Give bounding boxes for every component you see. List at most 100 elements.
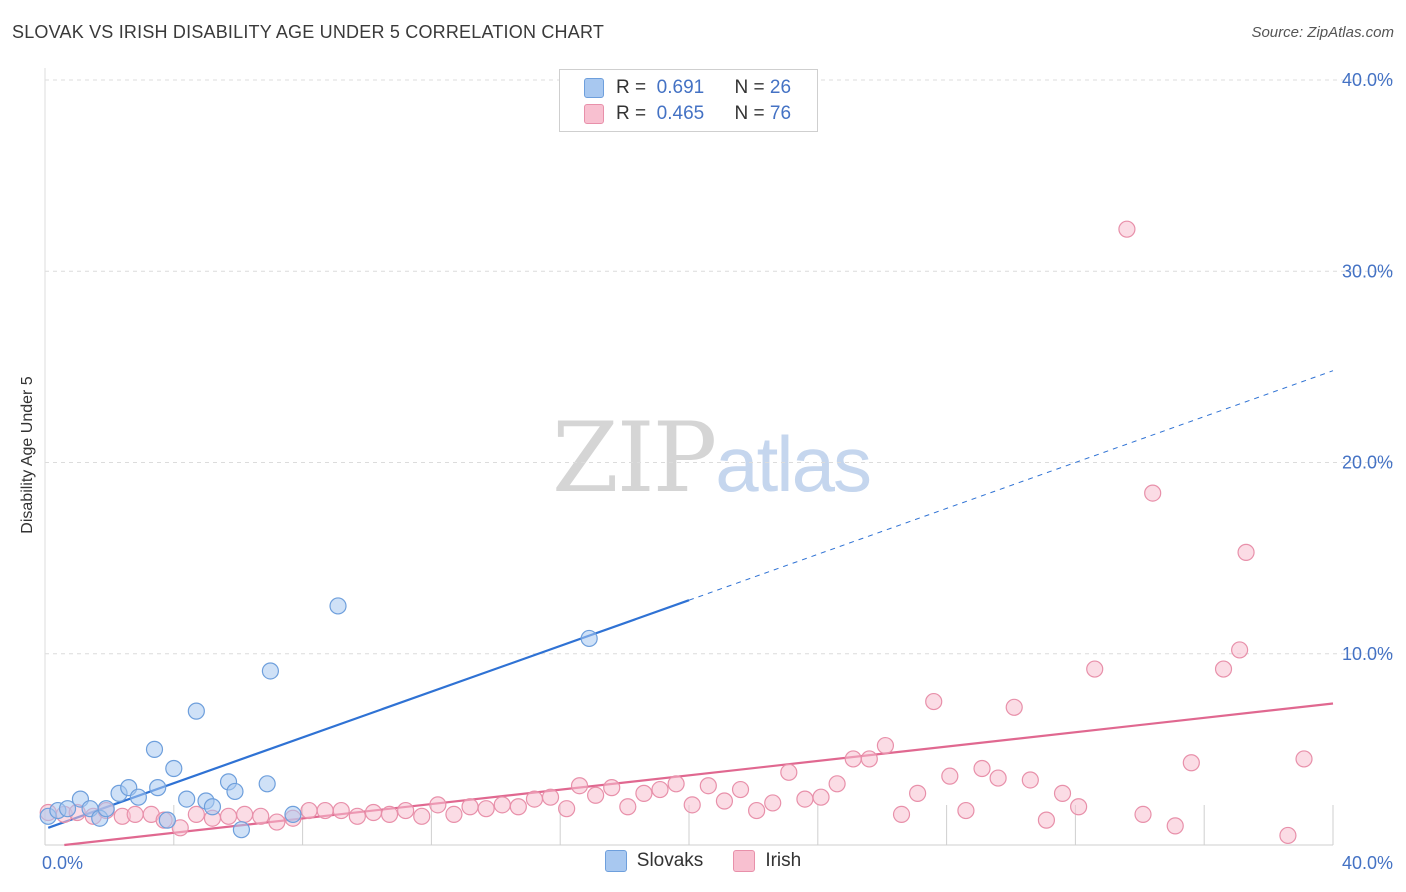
point-irish: [1053, 784, 1072, 802]
point-irish: [860, 750, 878, 768]
point-irish: [1118, 220, 1136, 238]
point-slovaks: [165, 759, 183, 778]
chart-title: SLOVAK VS IRISH DISABILITY AGE UNDER 5 C…: [12, 22, 605, 42]
point-irish: [667, 775, 685, 793]
legend-item-slovaks[interactable]: Slovaks: [604, 850, 703, 872]
point-irish: [973, 759, 991, 778]
point-irish: [413, 807, 431, 825]
point-irish: [558, 800, 576, 818]
legend-label-irish: Irish: [765, 850, 802, 871]
point-irish: [1005, 698, 1023, 716]
point-slovaks: [258, 775, 276, 793]
watermark-zip: ZIP: [552, 402, 717, 514]
stats-legend: R = 0.691 N = 26 R = 0.465 N = 76: [559, 69, 818, 132]
point-irish: [957, 801, 975, 820]
point-irish: [764, 794, 782, 812]
trend-lines: [47, 370, 1334, 847]
legend-n-value: 76: [769, 103, 792, 124]
legend-n-label: N =: [734, 103, 765, 124]
point-slovaks: [284, 805, 302, 824]
point-irish: [445, 805, 463, 824]
point-irish: [268, 813, 286, 831]
point-irish: [570, 777, 589, 795]
point-slovaks: [232, 821, 251, 839]
point-irish: [989, 769, 1007, 787]
point-irish: [541, 788, 560, 806]
point-irish: [796, 790, 814, 808]
point-irish: [187, 805, 205, 824]
watermark: ZIPatlas: [552, 402, 872, 514]
point-irish: [1166, 817, 1184, 835]
point-slovaks: [580, 629, 598, 648]
point-irish: [1021, 771, 1039, 789]
point-irish: [1231, 641, 1249, 659]
point-irish: [461, 798, 479, 816]
legend-row-slovaks: R = 0.691 N = 26: [584, 75, 791, 101]
point-irish: [651, 780, 669, 799]
point-irish: [876, 736, 895, 755]
point-irish: [397, 801, 415, 820]
source-label: Source: ZipAtlas.com: [1251, 24, 1394, 41]
legend-swatch-slovaks: [584, 78, 604, 98]
point-irish: [683, 796, 701, 814]
point-irish: [1279, 826, 1297, 845]
point-irish: [1237, 543, 1255, 561]
point-irish: [219, 807, 238, 825]
point-irish: [1214, 660, 1233, 678]
point-slovaks: [97, 800, 115, 818]
y-tick-label: 30.0%: [1342, 261, 1393, 281]
y-tick-label: 10.0%: [1342, 644, 1393, 664]
point-irish: [941, 767, 959, 785]
legend-r-label: R =: [616, 103, 647, 124]
point-slovaks: [329, 597, 347, 615]
point-irish: [909, 784, 927, 802]
point-irish: [332, 801, 350, 820]
point-irish: [844, 750, 862, 768]
legend-n-value: 26: [769, 77, 792, 98]
point-slovaks: [261, 662, 279, 680]
legend-r-label: R =: [616, 77, 647, 98]
y-tick-label: 20.0%: [1342, 453, 1393, 473]
point-slovaks: [203, 798, 222, 816]
legend-n-label: N =: [734, 77, 765, 98]
point-irish: [925, 692, 943, 711]
point-slovaks: [58, 800, 77, 818]
point-irish: [429, 796, 447, 814]
point-irish: [1086, 660, 1104, 678]
tick-labels: 10.0% 20.0% 30.0% 40.0% 0.0% 40.0%: [42, 70, 1393, 873]
data-points: [39, 220, 1313, 845]
legend-row-irish: R = 0.465 N = 76: [584, 101, 791, 127]
point-irish: [748, 801, 766, 820]
legend-swatch-irish: [733, 850, 756, 872]
y-tick-label: 40.0%: [1342, 70, 1393, 90]
point-slovaks: [145, 740, 164, 758]
point-irish: [587, 786, 605, 804]
x-tick-label: 0.0%: [42, 853, 83, 873]
series-legend: Slovaks Irish: [0, 850, 1406, 872]
point-irish: [635, 784, 653, 802]
point-slovaks: [178, 790, 196, 808]
point-slovaks: [226, 782, 244, 801]
trend-extension-slovaks: [688, 370, 1334, 601]
legend-r-value: 0.691: [656, 77, 705, 98]
point-irish: [252, 807, 270, 825]
point-irish: [892, 805, 911, 824]
point-irish: [525, 790, 544, 808]
legend-item-irish[interactable]: Irish: [733, 850, 801, 872]
point-irish: [1134, 805, 1152, 824]
legend-swatch-irish: [584, 104, 604, 124]
point-slovaks: [129, 788, 147, 806]
point-irish: [509, 798, 527, 816]
point-irish: [300, 801, 318, 820]
point-irish: [348, 807, 366, 825]
point-irish: [380, 805, 399, 824]
point-irish: [1182, 754, 1200, 772]
point-irish: [236, 805, 254, 824]
point-irish: [1144, 484, 1162, 502]
grid-lines: [45, 79, 1393, 655]
trend-line-irish: [64, 702, 1334, 847]
point-irish: [812, 788, 830, 806]
point-irish: [603, 779, 621, 797]
point-irish: [1037, 811, 1056, 829]
